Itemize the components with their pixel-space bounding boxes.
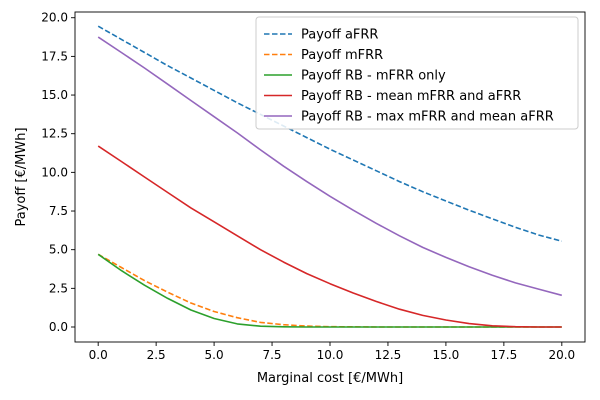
series-layer [97, 25, 563, 328]
series-line-3 [97, 253, 562, 328]
y-tick-label: 10.0 [41, 165, 68, 179]
y-tick-label: 15.0 [41, 88, 68, 102]
x-axis: 0.0 2.5 5.0 7.5 10.0 12.5 15.0 17.5 20.0 [89, 342, 575, 362]
series-line-1 [97, 25, 563, 242]
y-tick-label: 20.0 [41, 11, 68, 25]
y-tick-label: 0.0 [49, 320, 68, 334]
x-tick-label: 7.5 [262, 348, 281, 362]
y-tick-label: 2.5 [49, 281, 68, 295]
y-tick-label: 12.5 [41, 127, 68, 141]
legend-label: Payoff mFRR [301, 48, 383, 63]
x-tick-label: 12.5 [375, 348, 402, 362]
legend-label: Payoff aFRR [301, 28, 378, 43]
x-tick-label: 5.0 [205, 348, 224, 362]
x-tick-label: 15.0 [433, 348, 460, 362]
series-line-5 [97, 36, 563, 297]
legend: Payoff aFRR Payoff mFRR Payoff RB - mFRR o… [255, 16, 579, 130]
x-tick-label: 17.5 [491, 348, 518, 362]
y-axis: 0.0 2.5 5.0 7.5 10.0 12.5 15.0 17.5 20.0 [41, 11, 75, 334]
y-tick-label: 5.0 [49, 243, 68, 257]
y-tick-label: 17.5 [41, 49, 68, 63]
y-axis-label: Payoff [€/MWh] [14, 127, 29, 226]
x-tick-label: 0.0 [89, 348, 108, 362]
series-line-4 [97, 145, 562, 328]
x-tick-label: 20.0 [548, 348, 575, 362]
legend-label: Payoff RB - mFRR only [301, 69, 446, 84]
y-tick-label: 7.5 [49, 204, 68, 218]
x-axis-label: Marginal cost [€/MWh] [257, 371, 403, 386]
legend-label: Payoff RB - max mFRR and mean aFRR [301, 110, 554, 125]
legend-label: Payoff RB - mean mFRR and aFRR [301, 89, 521, 104]
x-tick-label: 10.0 [317, 348, 344, 362]
legend-frame [255, 16, 579, 130]
x-tick-label: 2.5 [147, 348, 166, 362]
